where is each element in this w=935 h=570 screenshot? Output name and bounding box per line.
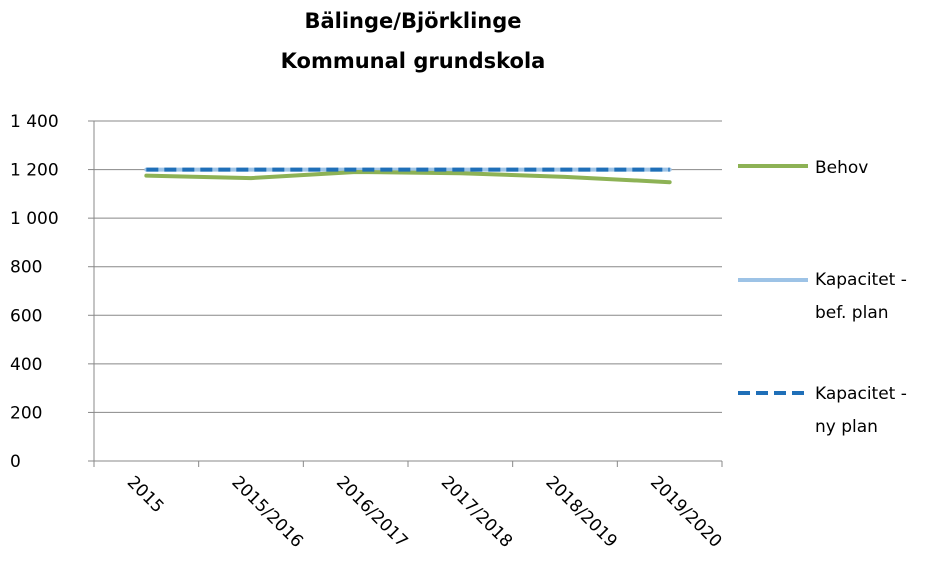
series-lines [144,167,672,185]
legend-label: ny plan [815,417,878,437]
x-tick-label: 2016/2017 [332,472,411,551]
y-tick-label: 1 200 [10,161,59,181]
y-tick-label: 600 [10,306,42,326]
axes [88,120,723,467]
y-tick-label: 0 [10,452,21,472]
x-axis-tick-labels: 2015 2015/2016 2016/2017 2017/2018 2018/2019… [123,472,726,551]
y-tick-label: 200 [10,403,42,423]
legend-label: Kapacitet - [815,270,907,290]
series-line [144,170,672,185]
y-tick-label: 1 400 [10,112,59,132]
chart-title-line-2: Kommunal grundskola [281,49,546,73]
x-tick-label: 2015/2016 [227,472,306,551]
y-tick-label: 800 [10,258,42,278]
legend-label: Behov [815,158,868,178]
x-tick-label: 2019/2020 [646,472,725,551]
gridlines [94,120,722,413]
legend-label: bef. plan [815,303,889,323]
legend: Behov Kapacitet - bef. plan Kapacitet - ny p… [738,158,907,437]
x-tick-label: 2017/2018 [437,472,516,551]
legend-label: Kapacitet - [815,384,907,404]
x-tick-label: 2018/2019 [541,472,620,551]
x-tick-label: 2015 [123,472,168,517]
chart-title-line-1: Bälinge/Björklinge [304,9,521,33]
y-axis-tick-labels: 0 200 400 600 800 1 000 1 200 1 400 [10,112,59,472]
y-tick-label: 400 [10,355,42,375]
y-tick-label: 1 000 [10,209,59,229]
